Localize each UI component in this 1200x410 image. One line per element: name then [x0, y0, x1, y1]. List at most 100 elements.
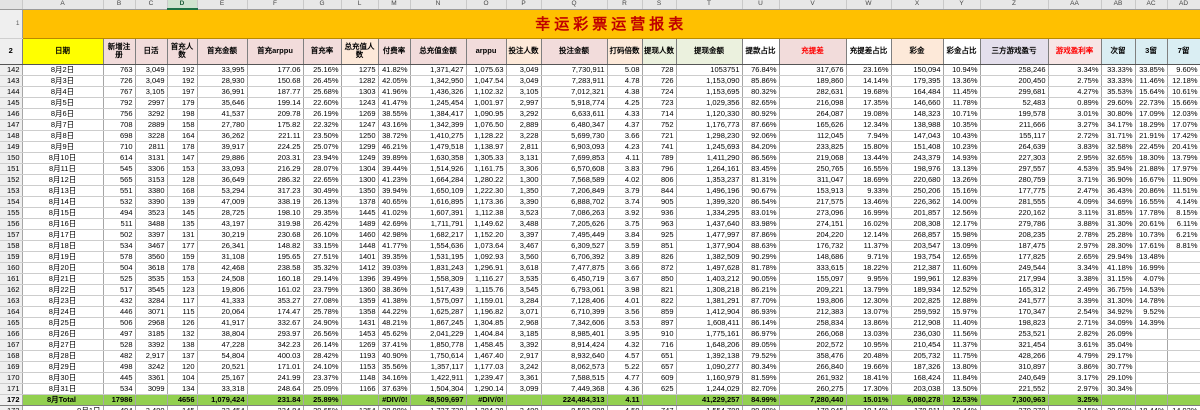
cell[interactable]: 34.16%	[378, 372, 411, 384]
cell[interactable]: 153	[167, 273, 198, 285]
cell-date[interactable]: 8月15日	[22, 207, 104, 219]
cell[interactable]: 1,342,950	[410, 75, 467, 87]
cell[interactable]: 3,284	[506, 295, 542, 307]
cell[interactable]: 200,450	[980, 75, 1049, 87]
cell[interactable]: 81.59%	[742, 372, 780, 384]
cell[interactable]: 13.03%	[846, 328, 892, 340]
cell[interactable]: 5.08	[607, 64, 643, 76]
column-header[interactable]: 付费率	[378, 38, 411, 65]
cell[interactable]	[1135, 339, 1168, 351]
cell[interactable]: 29.35%	[303, 207, 342, 219]
cell[interactable]: 138,988	[891, 119, 944, 131]
column-letter-A[interactable]: A	[22, 0, 104, 10]
cell[interactable]: 8,985,401	[541, 328, 608, 340]
cell[interactable]: 38.98%	[378, 405, 411, 410]
cell[interactable]: 14.93%	[943, 152, 981, 164]
column-header[interactable]: 投注金额	[541, 38, 608, 65]
cell[interactable]: 11.60%	[943, 262, 981, 274]
cell[interactable]: 7,206,849	[541, 185, 608, 197]
cell[interactable]: 1,575,097	[410, 295, 467, 307]
cell[interactable]: 41.96%	[378, 86, 411, 98]
cell[interactable]: 358,476	[779, 350, 847, 362]
cell[interactable]: 3380	[135, 185, 168, 197]
column-header[interactable]: 提现人数	[642, 38, 677, 65]
row-number[interactable]: 147	[0, 119, 23, 131]
cell[interactable]: 131	[167, 229, 198, 241]
cell[interactable]: 10.94%	[943, 64, 981, 76]
row-number[interactable]: 142	[0, 64, 23, 76]
cell[interactable]: 30.98%	[1101, 405, 1136, 410]
cell[interactable]: 240,649	[980, 372, 1049, 384]
cell[interactable]: 1,173.36	[466, 196, 507, 208]
row-number[interactable]: 165	[0, 317, 23, 329]
cell[interactable]: 189,860	[779, 75, 847, 87]
cell[interactable]: 202,572	[779, 339, 847, 351]
cell[interactable]: 148,323	[891, 108, 944, 120]
cell[interactable]: 13.36%	[943, 75, 981, 87]
cell[interactable]: 1,497,628	[676, 262, 743, 274]
cell[interactable]: 609	[642, 372, 677, 384]
cell[interactable]: 259,592	[891, 306, 944, 318]
cell[interactable]: 1,153,090	[676, 75, 743, 87]
column-letter-Z[interactable]: Z	[980, 0, 1049, 10]
cell[interactable]: 2.54%	[1048, 306, 1102, 318]
cell[interactable]: 698	[103, 130, 136, 142]
cell[interactable]: 18.29%	[1135, 119, 1168, 131]
cell[interactable]: 1,092.93	[466, 251, 507, 263]
cell[interactable]: 27.08%	[303, 295, 342, 307]
cell[interactable]: 1243	[341, 97, 379, 109]
cell[interactable]: 3392	[135, 339, 168, 351]
cell[interactable]: 199,961	[891, 273, 944, 285]
cell[interactable]: 11.40%	[943, 317, 981, 329]
cell[interactable]: 756	[103, 108, 136, 120]
cell[interactable]: 31.30%	[1101, 295, 1136, 307]
cell[interactable]: 21.88%	[1135, 163, 1168, 175]
cell[interactable]: 35.56%	[378, 361, 411, 373]
column-header[interactable]: 3留	[1135, 38, 1168, 65]
cell[interactable]: 221,552	[980, 383, 1049, 395]
cell[interactable]: 22.65%	[303, 174, 342, 186]
cell[interactable]: 3,545	[506, 284, 542, 296]
cell[interactable]: 1269	[341, 339, 379, 351]
cell[interactable]: 1,128.22	[466, 130, 507, 142]
cell[interactable]: 201,857	[891, 207, 944, 219]
cell[interactable]: 1250	[341, 130, 379, 142]
cell[interactable]: 221.11	[247, 130, 304, 142]
cell[interactable]: 147	[167, 152, 198, 164]
cell[interactable]: 2889	[135, 119, 168, 131]
cell[interactable]: 179	[167, 97, 198, 109]
cell[interactable]	[1167, 284, 1200, 296]
cell[interactable]: 148,686	[779, 251, 847, 263]
cell[interactable]: 728	[642, 64, 677, 76]
cell[interactable]: 3,049	[506, 64, 542, 76]
cell[interactable]: 1,371,427	[410, 64, 467, 76]
cell-date[interactable]: 8月13日	[22, 185, 104, 197]
cell[interactable]: 7,730,911	[541, 64, 608, 76]
cell[interactable]: 1,531,195	[410, 251, 467, 263]
cell[interactable]: 35.32%	[303, 262, 342, 274]
column-letter-R[interactable]: R	[607, 0, 643, 10]
cell[interactable]: 12.52%	[943, 284, 981, 296]
cell[interactable]	[1167, 328, 1200, 340]
cell[interactable]: 151,408	[891, 141, 944, 153]
cell[interactable]: 1247	[341, 119, 379, 131]
cell[interactable]: 789	[642, 152, 677, 164]
cell-date[interactable]: 8月17日	[22, 229, 104, 241]
cell[interactable]: 30,219	[197, 229, 248, 241]
cell[interactable]: 3,535	[506, 273, 542, 285]
cell[interactable]: 2.97%	[1048, 383, 1102, 395]
cell[interactable]: 5.22	[607, 361, 643, 373]
cell[interactable]: 233,825	[779, 141, 847, 153]
cell[interactable]: 822	[642, 295, 677, 307]
cell[interactable]: 1,245,693	[676, 141, 743, 153]
cell[interactable]: 12.88%	[943, 295, 981, 307]
cell[interactable]: 1,296.91	[466, 262, 507, 274]
cell[interactable]: 1,090,277	[676, 361, 743, 373]
cell[interactable]: 3,361	[506, 372, 542, 384]
cell[interactable]: 3618	[135, 262, 168, 274]
cell[interactable]: 1,558,309	[410, 273, 467, 285]
cell[interactable]: 18.30%	[1135, 152, 1168, 164]
cell[interactable]: 249,544	[980, 262, 1049, 274]
cell[interactable]: 230.68	[247, 229, 304, 241]
cell[interactable]: 16.99%	[1135, 262, 1168, 274]
